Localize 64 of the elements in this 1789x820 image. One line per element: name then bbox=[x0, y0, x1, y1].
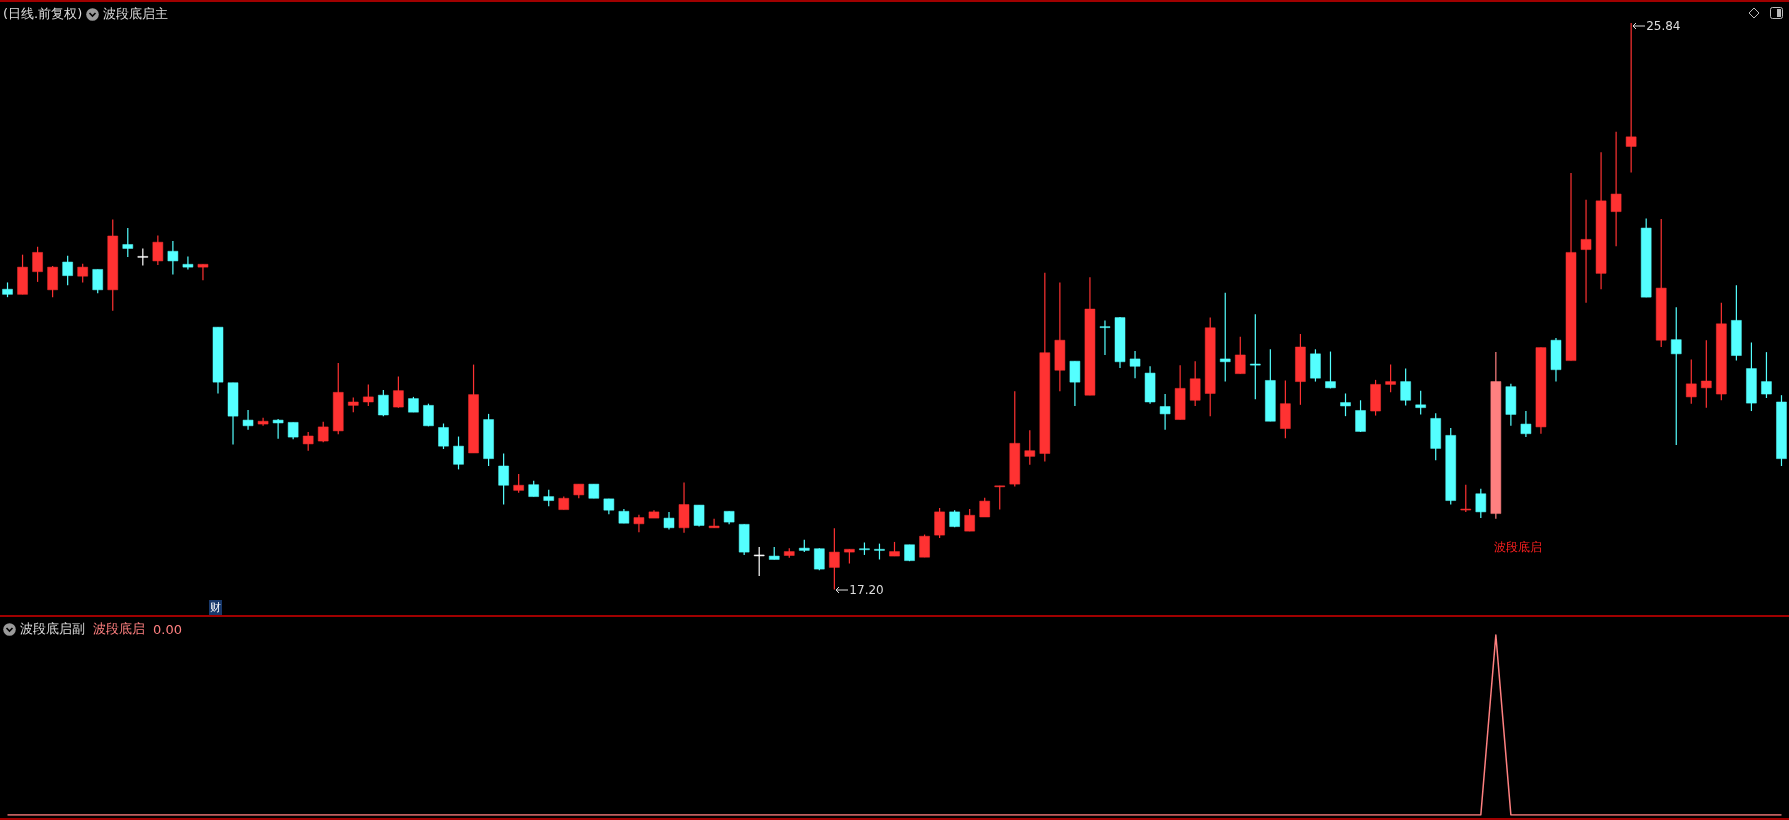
candlestick bbox=[513, 473, 524, 494]
candlestick bbox=[1520, 410, 1532, 438]
text: 波段底启 bbox=[93, 620, 145, 638]
candlestick bbox=[47, 265, 58, 298]
chart-title: (日线.前复权) bbox=[3, 5, 83, 23]
candlestick bbox=[1159, 393, 1171, 431]
candlestick bbox=[979, 497, 990, 518]
candlestick bbox=[1219, 292, 1231, 383]
candlestick bbox=[678, 481, 690, 534]
candlestick bbox=[1340, 392, 1351, 417]
candlestick bbox=[453, 435, 464, 470]
candlestick bbox=[77, 263, 88, 284]
candlestick bbox=[1580, 199, 1592, 304]
candlestick bbox=[964, 508, 975, 532]
candlestick bbox=[1325, 350, 1336, 389]
candlestick bbox=[1355, 399, 1366, 433]
candlestick bbox=[302, 431, 314, 452]
candlestick bbox=[1686, 358, 1697, 405]
candlestick bbox=[934, 507, 945, 539]
candlestick bbox=[919, 533, 930, 558]
candlestick bbox=[498, 452, 509, 506]
candlestick bbox=[378, 389, 389, 417]
chart-subtitle: 波段底启主 bbox=[103, 5, 169, 23]
text: 财 bbox=[209, 600, 222, 615]
candlestick bbox=[829, 527, 840, 591]
candlestick bbox=[1625, 22, 1637, 174]
candlestick bbox=[393, 375, 404, 409]
candlestick bbox=[62, 255, 73, 286]
candlestick bbox=[708, 518, 720, 529]
candlestick bbox=[1385, 363, 1396, 393]
candlestick bbox=[363, 383, 374, 407]
candlestick bbox=[753, 546, 765, 577]
candlestick bbox=[182, 255, 194, 271]
candlestick bbox=[1415, 390, 1426, 416]
candlestick bbox=[1250, 313, 1261, 400]
annotation: 25.84 bbox=[1646, 18, 1681, 33]
candlestick bbox=[197, 263, 209, 281]
candlestick bbox=[1235, 336, 1246, 375]
candlestick bbox=[1475, 488, 1487, 519]
annotation: 波段底启 bbox=[1493, 538, 1542, 556]
candlestick bbox=[1099, 319, 1111, 356]
candlestick bbox=[92, 268, 103, 294]
candlestick bbox=[693, 504, 705, 528]
candlestick bbox=[1189, 360, 1201, 407]
candlestick bbox=[1024, 429, 1036, 466]
candlestick bbox=[32, 246, 43, 283]
candlestick bbox=[1129, 350, 1141, 379]
candlestick bbox=[994, 485, 1005, 511]
chart-title: 波段底启副 bbox=[20, 620, 85, 638]
candlestick bbox=[122, 227, 134, 258]
candlestick bbox=[1400, 367, 1411, 406]
candlestick bbox=[1460, 484, 1472, 513]
candlestick bbox=[1671, 306, 1682, 446]
candlestick bbox=[167, 240, 179, 276]
candlestick bbox=[242, 409, 254, 431]
candlestick bbox=[1069, 360, 1081, 407]
candlestick bbox=[1761, 351, 1772, 399]
candlestick bbox=[438, 422, 449, 450]
candlestick bbox=[152, 234, 164, 266]
candlestick bbox=[1701, 339, 1712, 409]
candlestick bbox=[633, 514, 645, 533]
annotation: 0.00 bbox=[153, 621, 182, 637]
annotation: 17.20 bbox=[849, 582, 884, 597]
candlestick bbox=[1610, 131, 1622, 247]
